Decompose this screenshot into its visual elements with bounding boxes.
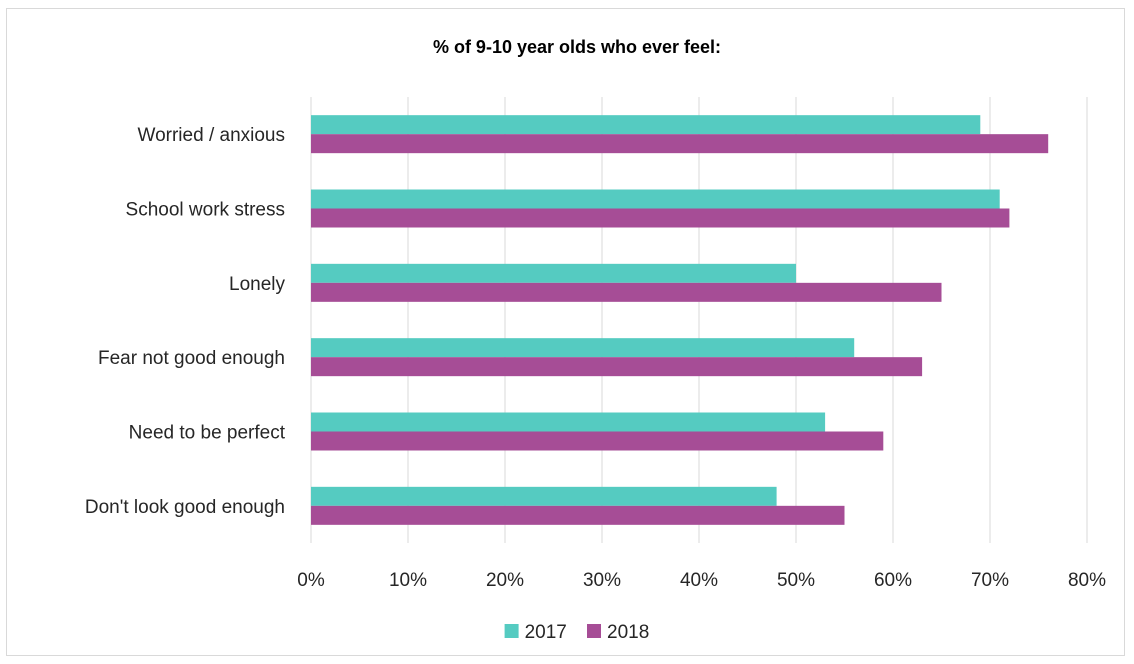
category-label: Lonely [229,274,285,295]
grid-layer [310,97,1088,543]
x-tick-label: 60% [874,570,912,591]
category-label: Don't look good enough [85,497,285,518]
x-tick-label: 20% [486,570,524,591]
category-labels: Worried / anxious School work stress Lonel… [85,125,286,518]
x-tick-label: 70% [971,570,1009,591]
bar-2018 [311,505,845,525]
bar-2017 [311,412,826,432]
bar-2017 [311,115,981,135]
category-label: Worried / anxious [138,125,286,146]
category-label: Fear not good enough [98,348,285,369]
bar-2017 [311,486,777,506]
legend-label-2018: 2018 [607,622,649,643]
chart-title: % of 9-10 year olds who ever feel: [433,37,721,57]
bar-2018 [311,208,1010,228]
x-tick-label: 0% [297,570,325,591]
x-tick-label: 40% [680,570,718,591]
x-tick-label: 30% [583,570,621,591]
legend-swatch-2017 [504,624,519,638]
legend: 2017 2018 [504,622,649,643]
bar-layer [311,115,1049,525]
legend-label-2017: 2017 [525,622,567,643]
bar-2018 [311,431,884,451]
category-label: Need to be perfect [129,423,286,444]
legend-swatch-2018 [587,624,601,638]
bar-2017 [311,263,796,283]
x-tick-label: 10% [389,570,427,591]
bar-2018 [311,282,942,302]
bar-2017 [311,338,855,358]
x-tick-label: 50% [777,570,815,591]
x-tick-label: 80% [1068,570,1106,591]
bar-2018 [311,134,1049,154]
bar-2018 [311,357,923,377]
x-axis-ticks: 0% 10% 20% 30% 40% 50% 60% 70% 80% [297,570,1106,591]
category-label: School work stress [126,200,285,221]
bar-2017 [311,189,1000,209]
